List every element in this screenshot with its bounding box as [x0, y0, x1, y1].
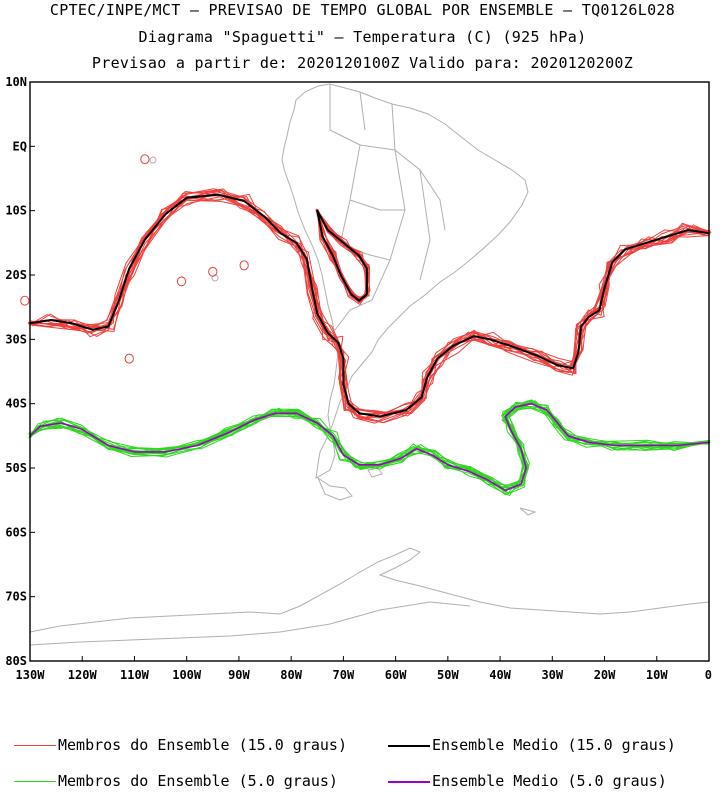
legend-swatch-members-5: [14, 781, 56, 782]
lat-tick-label: 70S: [5, 590, 27, 604]
mean-contour-15: [29, 193, 710, 418]
legend-label-mean-5: Ensemble Medio (5.0 graus): [432, 772, 667, 790]
legend-swatch-mean-5: [388, 781, 430, 783]
member-contour-15: [30, 195, 710, 424]
lon-tick-label: 100W: [172, 668, 202, 682]
member-contour-15: [31, 190, 708, 415]
title-line-2: Diagrama "Spaguetti" – Temperatura (C) (…: [138, 28, 587, 46]
lat-tick-label: 10S: [5, 204, 27, 218]
coastline-layer: [29, 83, 710, 646]
legend-swatch-mean-15: [388, 745, 430, 747]
lon-tick-label: 110W: [120, 668, 150, 682]
lon-tick-label: 70W: [333, 668, 355, 682]
lat-tick-label: 80S: [5, 654, 27, 668]
lon-tick-label: 60W: [385, 668, 407, 682]
legend-label-members-5: Membros do Ensemble (5.0 graus): [58, 772, 338, 790]
lon-tick-label: 10W: [646, 668, 668, 682]
member-isolated-loop-15: [20, 295, 30, 306]
lon-tick-label: 30W: [541, 668, 563, 682]
legend-label-mean-15: Ensemble Medio (15.0 graus): [432, 736, 676, 754]
lat-tick-label: 60S: [5, 525, 27, 539]
lon-tick-label: 40W: [489, 668, 511, 682]
mean-loop-15: [316, 209, 368, 302]
member-contour-15: [32, 193, 711, 414]
legend-label-members-15: Membros do Ensemble (15.0 graus): [58, 736, 347, 754]
axis-ticks: [29, 81, 710, 662]
member-isolated-loop-15: [140, 154, 150, 165]
member-isolated-loop-15: [124, 353, 134, 364]
member-contour-15: [31, 199, 711, 415]
member-isolated-loop-15: [239, 260, 249, 271]
tierra-del-fuego: [316, 476, 353, 501]
map-frame: [29, 81, 710, 662]
lat-tick-label: 10N: [5, 75, 27, 89]
lat-tick-label: EQ: [13, 139, 27, 153]
antarctica-ice-shelf: [29, 601, 471, 646]
lat-tick-label: 50S: [5, 461, 27, 475]
member-contour-5: [28, 402, 710, 488]
lat-tick-label: 20S: [5, 268, 27, 282]
lon-tick-label: 0: [705, 668, 712, 682]
member-contour-15: [29, 193, 710, 419]
member-contour-15: [29, 191, 710, 416]
member-contour-15: [30, 190, 710, 421]
member-contour-15: [28, 191, 712, 415]
lon-tick-label: 90W: [228, 668, 250, 682]
member-contour-15: [30, 192, 711, 424]
lon-tick-label: 130W: [16, 668, 46, 682]
lat-tick-label: 30S: [5, 332, 27, 346]
ensemble-means: [29, 193, 710, 492]
lon-tick-label: 20W: [594, 668, 616, 682]
lat-tick-label: 40S: [5, 397, 27, 411]
pacific-islands: [149, 156, 219, 282]
title-line-3: Previsao a partir de: 2020120100Z Valido…: [91, 54, 634, 72]
antarctica-coastline: [29, 547, 710, 633]
lon-tick-label: 120W: [68, 668, 98, 682]
member-contour-15: [30, 189, 709, 422]
mean-contour-5: [29, 402, 710, 492]
lon-tick-label: 80W: [280, 668, 302, 682]
member-isolated-loop-15: [176, 276, 187, 287]
member-isolated-loop-15: [208, 266, 218, 277]
country-borders: [329, 84, 446, 331]
south-georgia: [519, 507, 537, 516]
title-line-1: CPTEC/INPE/MCT – PREVISAO DE TEMPO GLOBA…: [49, 1, 676, 19]
lon-tick-label: 50W: [437, 668, 459, 682]
legend-swatch-members-15: [14, 745, 56, 746]
member-contour-15: [27, 195, 707, 424]
member-contour-5: [29, 406, 708, 492]
member-contour-15: [29, 196, 711, 420]
south-america-coastline: [281, 83, 529, 479]
